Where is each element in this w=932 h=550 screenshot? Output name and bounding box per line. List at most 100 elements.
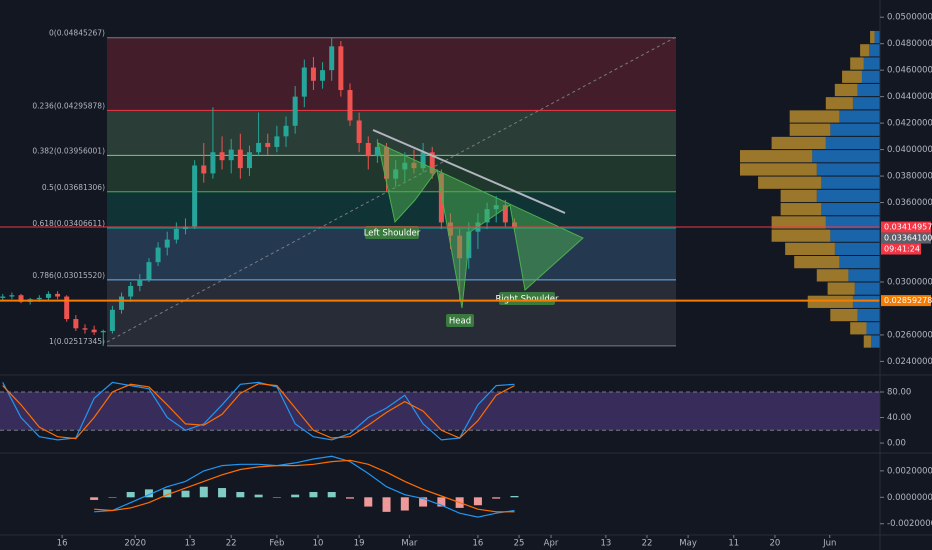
candle-body (155, 247, 161, 263)
profile-up (825, 216, 880, 229)
candle-body (283, 125, 289, 137)
candle-body (338, 46, 344, 91)
profile-up (863, 57, 880, 70)
candle-body (109, 309, 115, 331)
x-tick-label: 19 (354, 539, 365, 549)
profile-down (785, 242, 835, 256)
profile-up (839, 256, 880, 269)
candle-body (183, 226, 189, 230)
profile-up (852, 97, 880, 110)
indicator-line (2, 381, 515, 441)
profile-up (821, 176, 880, 189)
profile-down (771, 229, 831, 242)
price-tag-label: 0.03414957 (884, 223, 932, 232)
price-tag (881, 295, 931, 307)
profile-up (834, 242, 880, 256)
x-tick-label: 22 (642, 539, 653, 549)
x-tick-label: Apr (544, 539, 559, 549)
price-axis (880, 0, 932, 550)
profile-down (789, 110, 840, 123)
profile-down (842, 70, 862, 83)
fib-label: 0.5(0.03681306) (42, 183, 105, 192)
candle-body (329, 46, 335, 71)
macd-histogram-bar (272, 497, 281, 498)
profile-down (780, 189, 817, 203)
candle-body (438, 173, 444, 223)
profile-down (825, 97, 853, 110)
countdown-label: 09:41:24 (884, 245, 920, 254)
candle-body (119, 296, 125, 310)
x-tick-label: 16 (473, 539, 484, 549)
neck-trend-line (372, 129, 566, 214)
candle-body (274, 136, 280, 147)
profile-up (854, 282, 880, 295)
macd-histogram-bar (437, 497, 446, 507)
macd-histogram-bar (364, 497, 373, 507)
profile-down (740, 150, 813, 163)
profile-up (870, 335, 880, 348)
x-tick-label: 10 (313, 539, 324, 549)
profile-up (866, 322, 880, 335)
last-price-tag (881, 232, 931, 244)
macd-histogram-bar (126, 492, 135, 498)
candle-body (45, 293, 51, 298)
profile-down (863, 335, 871, 348)
fib-band (107, 110, 676, 156)
candle-body (164, 239, 170, 248)
candle-body (310, 67, 316, 81)
indicator-line (94, 459, 515, 513)
macd-histogram-bar (254, 494, 263, 498)
candle-body (82, 328, 88, 330)
stoch-band (0, 392, 880, 431)
macd-histogram-bar (199, 486, 208, 498)
candle-body (301, 67, 307, 97)
candle-body (91, 329, 97, 333)
price-tag-label: 0.02859278 (884, 296, 932, 305)
candle-body (55, 293, 61, 297)
annotation-box (499, 292, 555, 305)
fib-label: 1(0.02517345) (49, 337, 105, 346)
x-tick-label: 13 (600, 539, 611, 549)
fib-label: 0(0.04845267) (49, 29, 105, 38)
profile-down (850, 57, 864, 70)
profile-down (870, 30, 875, 44)
profile-up (848, 269, 880, 282)
candle-body (237, 149, 243, 169)
candle-body (9, 295, 15, 297)
profile-down (794, 256, 840, 269)
indicator-line (2, 383, 515, 440)
macd-histogram-bar (90, 497, 99, 500)
macd-histogram-bar (473, 497, 482, 506)
profile-up (812, 150, 880, 163)
x-tick-label: Feb (269, 539, 284, 549)
profile-down (789, 123, 831, 136)
candle-body (292, 96, 298, 126)
y-tick-label: 0.00000000 (887, 493, 932, 503)
y-tick-label: 0.00 (887, 439, 906, 449)
last-price-label: 0.03364100 (884, 234, 932, 243)
macd-histogram-bar (291, 494, 300, 498)
price-tag (881, 221, 931, 233)
profile-up (830, 229, 880, 242)
candle-body (128, 285, 134, 297)
annotation-box (365, 226, 419, 239)
candle-body (18, 295, 24, 302)
profile-up (830, 123, 880, 136)
candle-body (36, 297, 42, 300)
candle-body (256, 142, 262, 153)
candle-body (192, 165, 198, 227)
fib-band (107, 37, 676, 111)
y-tick-label: 40.00 (887, 413, 911, 423)
y-tick-label: 0.02400000 (887, 357, 932, 367)
profile-up (869, 44, 880, 57)
macd-histogram-bar (492, 497, 501, 499)
profile-down (780, 203, 822, 216)
